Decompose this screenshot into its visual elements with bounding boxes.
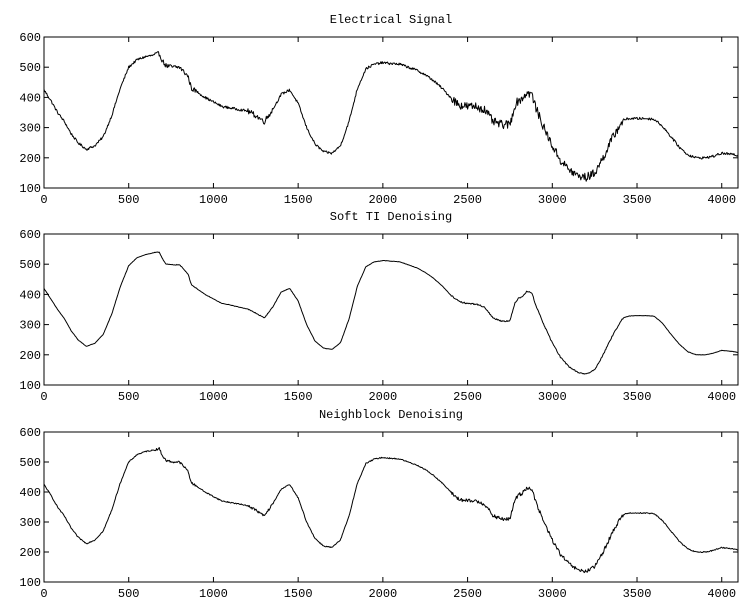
x-tick-label: 2000	[368, 587, 397, 601]
x-tick-label: 1500	[284, 193, 313, 207]
y-tick-label: 200	[19, 546, 41, 560]
x-tick-label: 4000	[707, 390, 736, 404]
x-tick-label: 500	[118, 587, 140, 601]
panel-2-series-line	[43, 251, 739, 375]
panel-1-series-line	[43, 51, 739, 182]
x-tick-label: 1500	[284, 390, 313, 404]
panel-3-series-line	[43, 447, 739, 574]
y-tick-label: 200	[19, 152, 41, 166]
y-tick-label: 100	[19, 182, 41, 196]
y-tick-label: 400	[19, 486, 41, 500]
x-tick-label: 500	[118, 193, 140, 207]
x-tick-label: 1000	[199, 587, 228, 601]
x-tick-label: 3500	[623, 390, 652, 404]
y-tick-label: 600	[19, 426, 41, 440]
x-tick-label: 1000	[199, 193, 228, 207]
x-tick-label: 0	[40, 390, 47, 404]
x-tick-label: 2500	[453, 587, 482, 601]
y-tick-label: 300	[19, 319, 41, 333]
x-tick-label: 0	[40, 193, 47, 207]
x-tick-label: 2000	[368, 193, 397, 207]
panel-1-frame	[43, 36, 739, 189]
y-tick-label: 300	[19, 122, 41, 136]
x-tick-label: 2500	[453, 390, 482, 404]
y-tick-label: 600	[19, 31, 41, 45]
y-tick-label: 500	[19, 456, 41, 470]
panel-3-title: Neighblock Denoising	[319, 408, 463, 422]
x-tick-label: 3000	[538, 390, 567, 404]
x-tick-label: 2500	[453, 193, 482, 207]
panel-1-title: Electrical Signal	[330, 13, 452, 27]
x-tick-label: 500	[118, 390, 140, 404]
y-tick-label: 300	[19, 516, 41, 530]
x-tick-label: 4000	[707, 587, 736, 601]
y-tick-label: 400	[19, 91, 41, 105]
x-tick-label: 1000	[199, 390, 228, 404]
x-tick-label: 3500	[623, 587, 652, 601]
y-tick-label: 500	[19, 258, 41, 272]
panel-3-frame	[43, 431, 739, 583]
x-tick-label: 4000	[707, 193, 736, 207]
panel-2-title: Soft TI Denoising	[330, 210, 452, 224]
x-tick-label: 2000	[368, 390, 397, 404]
y-tick-label: 100	[19, 576, 41, 590]
x-tick-label: 3500	[623, 193, 652, 207]
x-tick-label: 0	[40, 587, 47, 601]
x-tick-label: 1500	[284, 587, 313, 601]
y-tick-label: 100	[19, 379, 41, 393]
y-tick-label: 200	[19, 349, 41, 363]
y-tick-label: 500	[19, 61, 41, 75]
panel-2-frame	[43, 233, 739, 386]
x-tick-label: 3000	[538, 587, 567, 601]
y-tick-label: 400	[19, 288, 41, 302]
x-tick-label: 3000	[538, 193, 567, 207]
y-tick-label: 600	[19, 228, 41, 242]
